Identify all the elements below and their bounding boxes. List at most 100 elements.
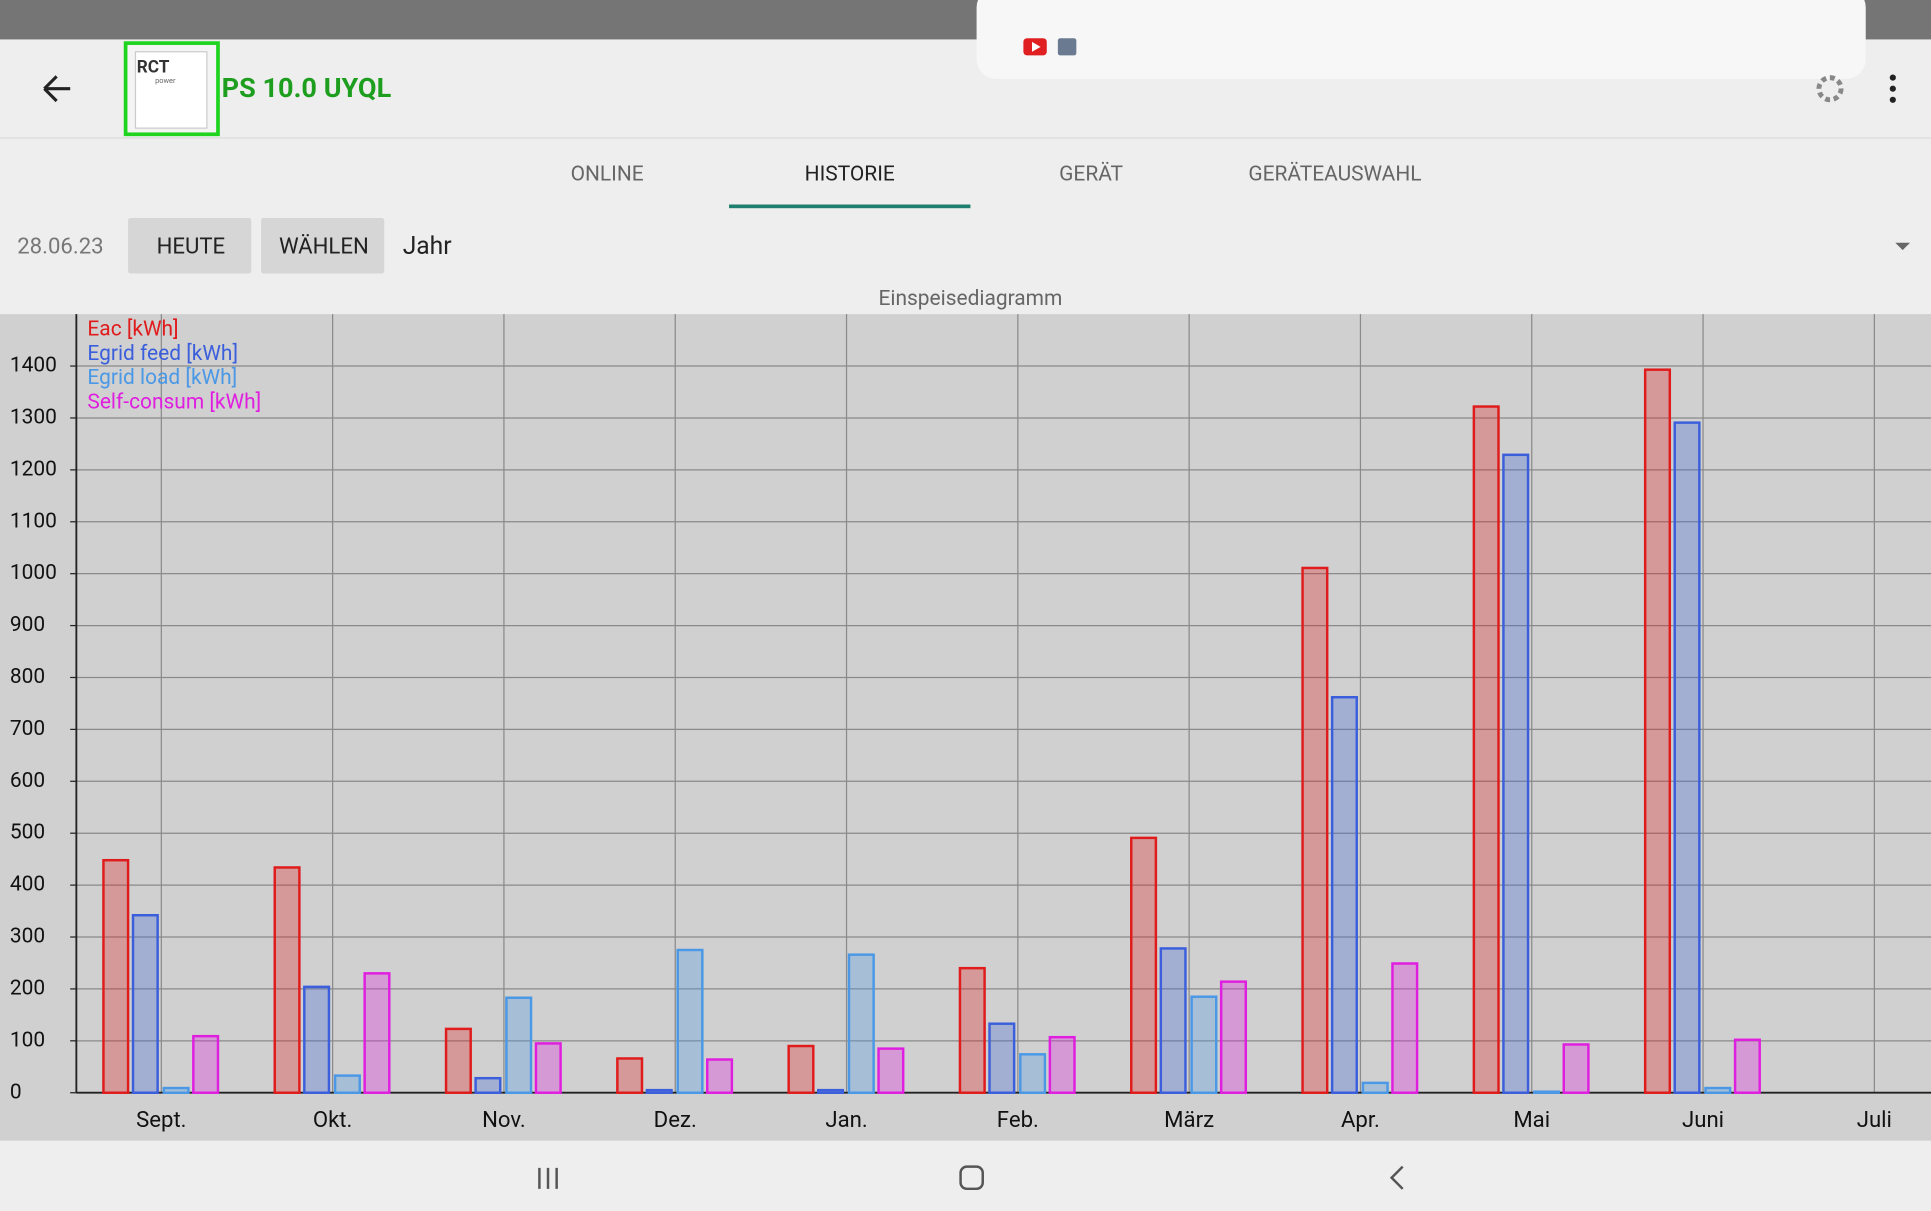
chart: 0 100 200 300 400 500 600 700 800 900 1000 1100 1200… — [10, 314, 1931, 1133]
bar — [787, 1044, 815, 1094]
bar — [645, 1088, 673, 1094]
bar — [1190, 995, 1218, 1094]
legend-entry: Egrid load [kWh] — [87, 366, 237, 390]
bar — [273, 866, 301, 1094]
nav-home[interactable] — [959, 1165, 984, 1191]
bar — [474, 1076, 502, 1094]
bar — [192, 1034, 220, 1094]
button[interactable] — [128, 218, 252, 274]
date: 28.06.23 — [17, 233, 103, 259]
bar — [1159, 947, 1187, 1094]
y-tick-label: 1200 — [10, 457, 57, 481]
legend-entry: Egrid feed [kWh] — [87, 342, 238, 366]
logo-text: RCT — [137, 57, 170, 77]
bar — [1048, 1035, 1076, 1094]
logo-device — [134, 51, 208, 129]
y-tick-label: 600 — [10, 769, 45, 793]
bar — [1391, 962, 1419, 1094]
legend-entry: Eac [kWh] — [87, 318, 178, 342]
more-menu[interactable] — [1889, 74, 1896, 103]
legend-entry: Self-consum [kWh] — [87, 390, 261, 414]
bar — [1361, 1081, 1389, 1094]
x-tick-label: Juni — [1682, 1107, 1724, 1133]
bar — [1562, 1043, 1590, 1094]
y-tick-label: 700 — [10, 717, 45, 741]
bar — [1130, 836, 1158, 1094]
bar — [1019, 1053, 1047, 1094]
gallery-icon — [1057, 38, 1077, 56]
y-tick-label: 100 — [10, 1028, 45, 1052]
bar — [958, 966, 986, 1094]
bar — [162, 1086, 190, 1094]
period-select[interactable]: Jahr — [403, 232, 452, 261]
tab-indicator — [729, 204, 971, 209]
y-tick-label: 900 — [10, 613, 45, 637]
x-tick-label: Feb. — [997, 1107, 1039, 1133]
x-tick-label: Dez. — [654, 1107, 697, 1133]
bar — [363, 972, 391, 1094]
y-tick-label: 0 — [10, 1080, 22, 1104]
x-tick-label: Sept. — [136, 1107, 186, 1133]
button[interactable] — [261, 218, 385, 274]
button-label: WÄHLEN — [279, 233, 369, 259]
back-button[interactable] — [43, 75, 71, 103]
tab[interactable]: ONLINE — [571, 162, 644, 186]
bar — [706, 1058, 734, 1094]
settings-icon[interactable] — [1816, 75, 1844, 103]
tab-bar: ONLINE HISTORIE GERÄT GERÄTEAUSWAHL — [571, 162, 1422, 209]
bar — [1330, 695, 1358, 1094]
y-tick-label: 1000 — [10, 561, 57, 585]
y-tick-label: 400 — [10, 873, 45, 897]
bar — [1704, 1086, 1732, 1094]
logo-subtext: power — [155, 76, 176, 85]
x-tick-label: Mai — [1513, 1107, 1550, 1133]
y-tick-label: 500 — [10, 821, 45, 845]
x-tick-label: März — [1164, 1107, 1214, 1133]
tab[interactable]: HISTORIE — [805, 162, 895, 186]
nav-recent[interactable] — [538, 1167, 558, 1189]
x-tick-label: Jan. — [825, 1107, 867, 1133]
x-tick-label: Okt. — [313, 1107, 353, 1133]
bar — [102, 858, 130, 1094]
chart-title: Einspeisediagramm — [878, 287, 1062, 311]
y-tick-label: 1300 — [10, 405, 57, 429]
nav-back[interactable] — [1389, 1165, 1404, 1190]
bar — [816, 1088, 845, 1094]
youtube-play — [1032, 41, 1041, 52]
bar — [1673, 421, 1701, 1094]
bar — [444, 1027, 472, 1094]
bar — [1643, 368, 1672, 1094]
bar — [877, 1047, 905, 1094]
bar — [1301, 566, 1329, 1094]
y-tick-label: 1400 — [10, 354, 57, 378]
y-tick-label: 1100 — [10, 509, 57, 533]
bar — [1219, 980, 1248, 1094]
x-tick-label: Juli — [1857, 1107, 1892, 1133]
notification-popup — [976, 0, 1866, 79]
bar — [1472, 405, 1500, 1094]
bar — [1502, 453, 1530, 1094]
bar — [1733, 1038, 1761, 1094]
chart-area — [0, 314, 1931, 1141]
bar — [505, 996, 533, 1094]
bar — [1532, 1090, 1561, 1094]
bar — [676, 948, 704, 1094]
tab[interactable]: GERÄT — [1059, 162, 1123, 186]
y-tick-label: 300 — [10, 925, 45, 949]
tab[interactable]: GERÄTEAUSWAHL — [1248, 162, 1421, 186]
dropdown-arrow[interactable] — [1895, 242, 1911, 251]
bar — [616, 1057, 644, 1094]
bar — [131, 913, 159, 1094]
bar — [333, 1074, 361, 1094]
y-tick-label: 200 — [10, 976, 45, 1000]
x-tick-label: Apr. — [1341, 1107, 1380, 1133]
device-title: PS 10.0 UYQL — [222, 72, 392, 104]
nav-bar — [0, 1140, 1931, 1211]
x-tick-label: Nov. — [482, 1107, 526, 1133]
y-tick-label: 800 — [10, 665, 45, 689]
bar — [303, 985, 331, 1094]
bar — [988, 1022, 1016, 1094]
bar — [534, 1042, 562, 1094]
